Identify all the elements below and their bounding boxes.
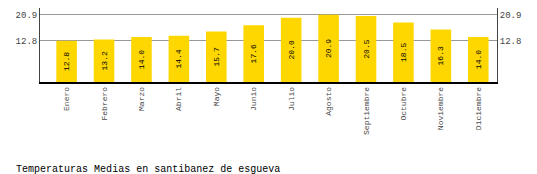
svg-text:Enero: Enero <box>62 87 71 111</box>
svg-text:Marzo: Marzo <box>137 87 146 111</box>
svg-text:Julio: Julio <box>287 87 296 111</box>
svg-text:15.7: 15.7 <box>212 47 221 66</box>
svg-text:18.5: 18.5 <box>399 43 408 62</box>
svg-text:12.8: 12.8 <box>62 52 71 71</box>
svg-text:20.0: 20.0 <box>287 40 296 59</box>
svg-text:Temperaturas Medias en santiba: Temperaturas Medias en santibanez de esg… <box>16 164 280 174</box>
svg-text:Diciembre: Diciembre <box>474 87 483 130</box>
svg-text:16.3: 16.3 <box>436 46 445 65</box>
svg-text:20.5: 20.5 <box>362 39 371 58</box>
svg-text:14.0: 14.0 <box>474 50 483 69</box>
svg-text:Abril: Abril <box>174 87 183 111</box>
svg-text:Junio: Junio <box>249 87 258 111</box>
svg-text:Octubre: Octubre <box>399 87 408 121</box>
svg-text:20.9: 20.9 <box>324 39 333 58</box>
svg-text:Noviembre: Noviembre <box>436 87 445 130</box>
svg-text:Septiembre: Septiembre <box>362 87 371 135</box>
svg-text:Agosto: Agosto <box>324 87 333 116</box>
svg-text:17.6: 17.6 <box>249 44 258 63</box>
svg-text:14.0: 14.0 <box>137 50 146 69</box>
svg-text:13.2: 13.2 <box>100 51 109 70</box>
svg-text:20.9: 20.9 <box>16 11 38 21</box>
svg-text:12.8: 12.8 <box>500 37 522 47</box>
svg-text:12.8: 12.8 <box>16 37 38 47</box>
svg-text:20.9: 20.9 <box>500 11 522 21</box>
svg-text:14.4: 14.4 <box>174 49 183 68</box>
svg-text:Mayo: Mayo <box>212 87 221 106</box>
svg-text:Febrero: Febrero <box>100 87 109 121</box>
